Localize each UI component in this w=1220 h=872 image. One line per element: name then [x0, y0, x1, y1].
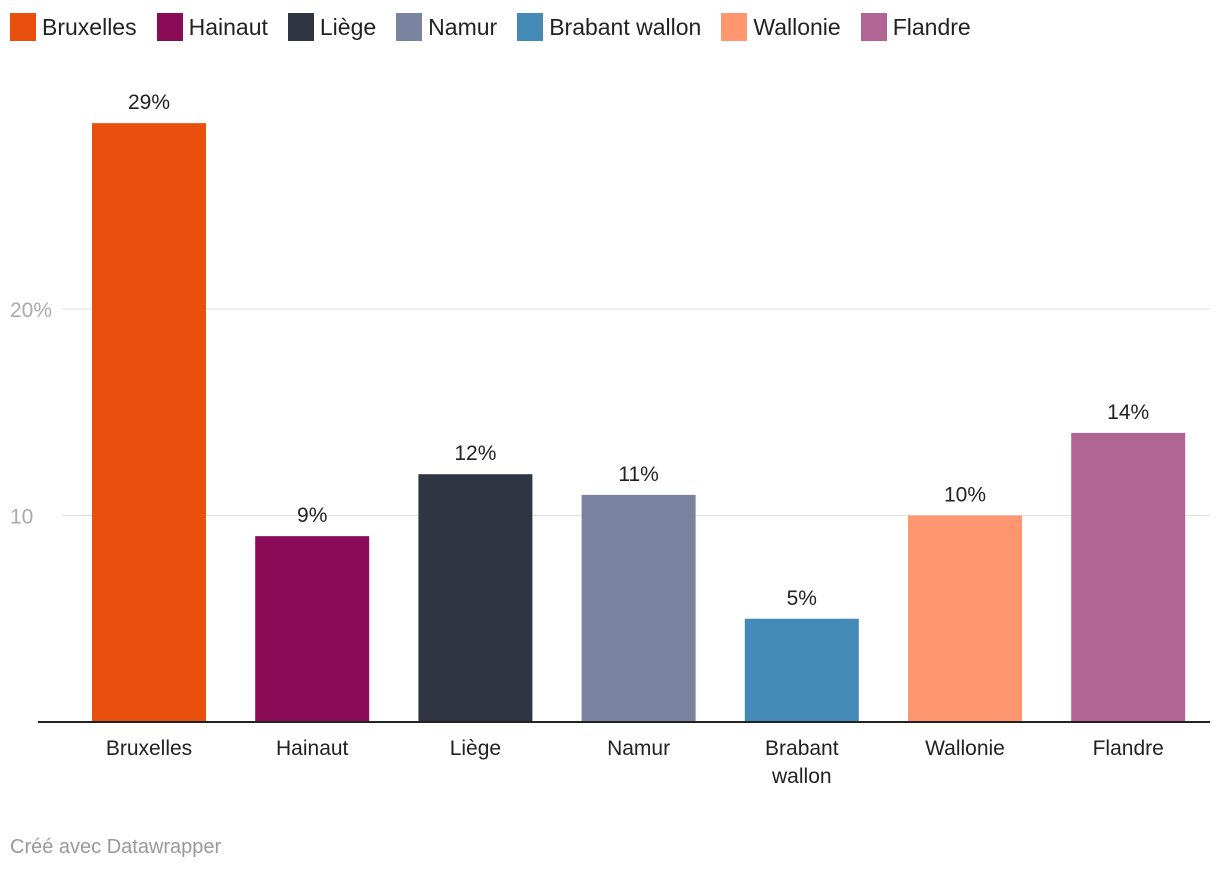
legend-item: Flandre	[860, 13, 971, 41]
x-tick-label: Bruxelles	[106, 737, 192, 760]
x-tick-label: Brabant	[765, 737, 839, 760]
bar-namur	[581, 494, 696, 722]
legend-label: Namur	[428, 13, 498, 40]
bar-brabant-wallon	[744, 618, 859, 722]
value-label: 29%	[128, 91, 170, 114]
legend-item: Wallonie	[721, 13, 841, 41]
bar-wallonie	[908, 515, 1022, 722]
legend-swatch	[10, 13, 36, 41]
y-tick-label: 20%	[10, 299, 52, 322]
legend-item: Liège	[287, 13, 377, 41]
legend-swatch	[860, 13, 887, 41]
value-label: 14%	[1107, 401, 1149, 424]
legend-label: Brabant wallon	[549, 13, 702, 40]
value-label: 9%	[297, 504, 327, 527]
value-label: 10%	[944, 484, 986, 507]
value-label: 5%	[787, 587, 817, 610]
legend-item: Hainaut	[156, 13, 268, 41]
y-tick-label: 10	[10, 506, 33, 529]
x-tick-label: Hainaut	[276, 737, 349, 760]
legend-item: Namur	[396, 13, 497, 41]
bar-flandre	[1071, 432, 1186, 722]
x-tick-label: Flandre	[1093, 737, 1164, 760]
bar-liège	[418, 474, 533, 722]
legend-item: Bruxelles	[10, 13, 137, 41]
footer-credit: Créé avec Datawrapper	[10, 836, 222, 858]
legend-swatch	[517, 13, 544, 41]
legend-swatch	[156, 13, 183, 41]
bar-chart: 10 20% 29% Bruxelles 9% Hainaut 12% Liège 11% Nam…	[10, 91, 1210, 788]
x-tick-label: wallon	[771, 765, 832, 788]
legend-label: Hainaut	[188, 13, 268, 40]
legend-label: Liège	[319, 13, 377, 40]
legend-swatch	[721, 13, 748, 41]
legend: Bruxelles Hainaut Liège Namur Brabant wallon…	[10, 13, 971, 41]
legend-item: Brabant wallon	[517, 13, 701, 41]
x-tick-label: Liège	[450, 737, 501, 760]
legend-label: Bruxelles	[42, 13, 137, 40]
bar-hainaut	[255, 536, 370, 722]
value-label: 12%	[454, 442, 496, 465]
legend-label: Wallonie	[753, 13, 841, 40]
legend-swatch	[396, 13, 423, 41]
legend-swatch	[287, 13, 314, 41]
x-tick-label: Namur	[607, 737, 670, 760]
bar-bruxelles	[92, 123, 206, 722]
x-tick-label: Wallonie	[925, 737, 1005, 760]
value-label: 11%	[618, 463, 658, 486]
legend-label: Flandre	[892, 13, 971, 40]
